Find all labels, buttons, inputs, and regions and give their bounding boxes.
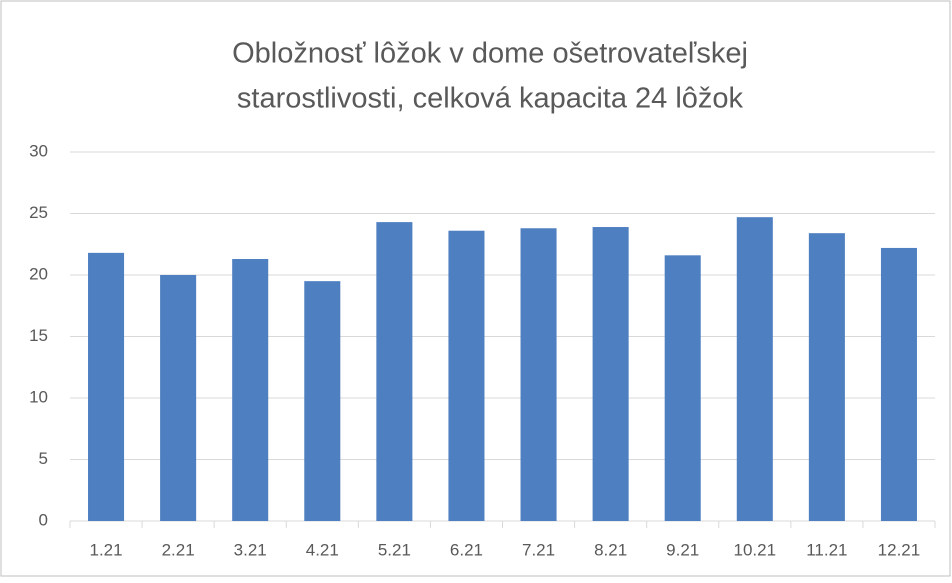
chart-title: starostlivosti, celková kapacita 24 lôžo… <box>237 83 744 115</box>
bar <box>88 252 125 522</box>
bar <box>520 228 557 521</box>
bar <box>232 259 269 521</box>
x-tick-label: 2.21 <box>162 540 195 559</box>
x-tick-label: 7.21 <box>522 540 555 559</box>
x-tick-label: 1.21 <box>89 540 122 559</box>
x-tick-label: 3.21 <box>234 540 267 559</box>
y-tick-label: 5 <box>39 449 48 468</box>
bar <box>664 255 701 521</box>
bar <box>592 227 629 521</box>
x-tick-label: 5.21 <box>378 540 411 559</box>
x-tick-label: 12.21 <box>878 540 921 559</box>
y-tick-label: 10 <box>29 387 48 406</box>
bar <box>448 230 485 521</box>
y-tick-label: 20 <box>29 264 48 283</box>
x-tick-label: 4.21 <box>306 540 339 559</box>
bar <box>808 233 845 521</box>
y-tick-label: 0 <box>39 510 48 529</box>
x-tick-label: 6.21 <box>450 540 483 559</box>
x-tick-label: 8.21 <box>594 540 627 559</box>
y-tick-label: 30 <box>29 141 48 160</box>
x-tick-label: 11.21 <box>806 540 847 559</box>
bar <box>736 217 773 521</box>
bar <box>376 222 413 522</box>
bar <box>160 275 197 521</box>
x-tick-label: 10.21 <box>734 540 777 559</box>
bar <box>880 247 917 521</box>
y-tick-label: 25 <box>29 203 48 222</box>
y-tick-label: 15 <box>29 326 48 345</box>
chart-title: Obložnosť lôžok v dome ošetrovateľskej <box>232 38 748 70</box>
x-tick-label: 9.21 <box>666 540 699 559</box>
bar <box>304 281 341 521</box>
